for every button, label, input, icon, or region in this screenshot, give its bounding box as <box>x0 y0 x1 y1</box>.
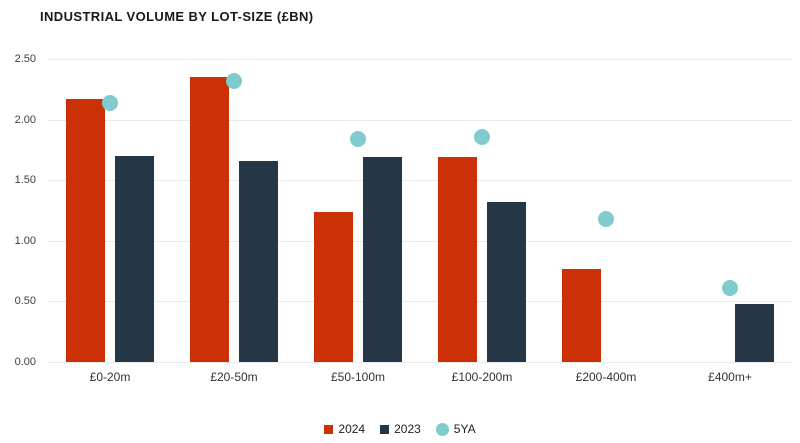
bar-2024-£200-400m <box>562 268 601 362</box>
legend-item-5ya: 5YA <box>435 422 476 436</box>
gridline-1.00 <box>48 240 792 242</box>
x-axis-category-label: £100-200m <box>451 370 513 384</box>
bar-pair <box>668 303 792 362</box>
legend-label-5ya: 5YA <box>453 422 476 436</box>
dot-5YA-£0-20m <box>102 94 118 111</box>
bar-group-6: £400m+ <box>668 59 792 384</box>
bar-group-4: £100-200m <box>420 59 544 384</box>
y-axis-tick-label-1.00: 1.00 <box>14 234 36 247</box>
y-axis-tick-label-0.50: 0.50 <box>14 295 36 308</box>
dot-5YA-£400m+ <box>722 280 738 297</box>
bar-group-1: £0-20m <box>48 59 172 384</box>
x-axis-category-label: £0-20m <box>89 370 131 384</box>
plot-area: 0.00 0.50 1.00 1.50 2.00 2.50 £0-20m £20-50m £50… <box>15 53 792 384</box>
legend-label-2023: 2023 <box>394 422 421 436</box>
legend-item-2024: 2024 <box>324 422 365 436</box>
bar-2024-£50-100m <box>314 211 353 362</box>
gridline-1.50 <box>48 180 792 182</box>
dot-5YA-£20-50m <box>226 72 242 89</box>
bar-2023-£100-200m <box>487 202 526 362</box>
legend-swatch-2023 <box>380 424 390 434</box>
x-axis-category-label: £200-400m <box>575 370 637 384</box>
bar-pair <box>296 157 420 362</box>
bar-pair <box>420 157 544 362</box>
y-axis-tick-label-2.00: 2.00 <box>14 113 36 126</box>
bar-2024-£0-20m <box>66 99 105 362</box>
bar-group-2: £20-50m <box>172 59 296 384</box>
bar-pair <box>172 77 296 362</box>
bar-2023-£20-50m <box>239 160 278 362</box>
legend-swatch-5ya <box>435 422 449 436</box>
y-axis-tick-label-2.50: 2.50 <box>14 53 36 65</box>
dot-5YA-£200-400m <box>598 210 614 227</box>
bar-2024-£20-50m <box>190 77 229 362</box>
legend: 2024 2023 5YA <box>0 422 800 436</box>
bar-2023-£0-20m <box>115 155 154 362</box>
bar-group-5: £200-400m <box>544 59 668 384</box>
x-axis-category-label: £20-50m <box>210 370 258 384</box>
legend-item-2023: 2023 <box>380 422 421 436</box>
bar-2023-£400m+ <box>735 303 774 362</box>
legend-swatch-2024 <box>324 424 334 434</box>
legend-label-2024: 2024 <box>338 422 366 436</box>
gridline-0.50 <box>48 301 792 303</box>
dot-5YA-£50-100m <box>350 131 366 147</box>
bar-2023-£50-100m <box>363 157 402 362</box>
bar-pair <box>544 268 668 362</box>
y-axis-tick-label-0.00: 0.00 <box>14 356 36 368</box>
gridline-0.00 <box>48 362 792 363</box>
bar-pair <box>48 99 172 362</box>
bar-2024-£100-200m <box>438 157 477 362</box>
bar-group-3: £50-100m <box>296 59 420 384</box>
x-axis-category-label: £50-100m <box>330 370 386 384</box>
gridline-2.50 <box>48 59 792 60</box>
y-axis-tick-label-1.50: 1.50 <box>14 174 36 187</box>
dot-5YA-£100-200m <box>474 128 490 145</box>
x-axis-category-label: £400m+ <box>708 370 752 384</box>
gridline-2.00 <box>48 119 792 121</box>
chart-title: INDUSTRIAL VOLUME BY LOT-SIZE (£BN) <box>40 9 314 24</box>
